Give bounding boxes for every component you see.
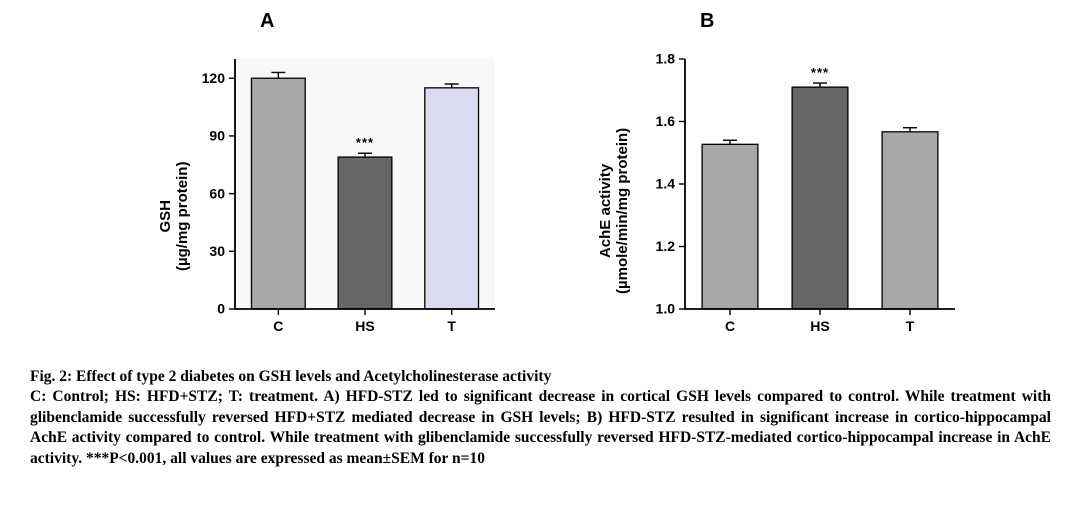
svg-text:1.2: 1.2 — [656, 238, 676, 254]
svg-text:***: *** — [356, 135, 374, 150]
chart-a: GSH (µg/mg protein) C *** HS T 0 30 60 90 120 — [140, 39, 520, 349]
svg-text:120: 120 — [202, 70, 226, 86]
figure-panels-row: A GSH (µg/mg protein) C***HST0306090120 … — [30, 10, 1051, 349]
caption-title: Fig. 2: Effect of type 2 diabetes on GSH… — [30, 367, 1051, 387]
chart-a-ytitle-line1: GSH — [157, 200, 174, 233]
svg-text:C: C — [273, 318, 283, 334]
panel-b-label: B — [700, 10, 980, 33]
chart-a-y-title: GSH (µg/mg protein) — [157, 162, 191, 271]
panel-b: B AchE activity (µmole/min/mg protein) C… — [580, 10, 980, 349]
svg-text:T: T — [906, 318, 915, 334]
panel-a: A GSH (µg/mg protein) C *** HS T 0 30 60 90 120 — [140, 10, 520, 349]
caption-body: C: Control; HS: HFD+STZ; T: treatment. A… — [30, 387, 1051, 469]
svg-text:30: 30 — [209, 243, 225, 259]
svg-text:HS: HS — [355, 318, 374, 334]
svg-text:90: 90 — [209, 128, 225, 144]
svg-text:T: T — [447, 318, 456, 334]
svg-text:1.0: 1.0 — [656, 301, 676, 317]
figure-caption: Fig. 2: Effect of type 2 diabetes on GSH… — [30, 367, 1051, 469]
svg-text:60: 60 — [209, 185, 225, 201]
svg-text:0: 0 — [217, 301, 225, 317]
chart-b-svg: C *** HS T 1.0 1.2 1.4 1.6 1.8 — [580, 39, 980, 349]
chart-a-svg: C *** HS T 0 30 60 90 120 — [140, 39, 520, 349]
chart-b-y-title: AchE activity (µmole/min/mg protein) — [597, 128, 631, 294]
svg-text:C: C — [725, 318, 735, 334]
chart-b: AchE activity (µmole/min/mg protein) C **… — [580, 39, 980, 349]
chart-b-ytitle-line1: AchE activity — [597, 164, 614, 258]
svg-text:HS: HS — [810, 318, 829, 334]
svg-text:***: *** — [811, 65, 829, 80]
svg-text:1.8: 1.8 — [656, 51, 676, 67]
chart-a-ytitle-line2: (µg/mg protein) — [174, 162, 191, 271]
chart-b-ytitle-line2: (µmole/min/mg protein) — [614, 128, 631, 294]
svg-text:1.6: 1.6 — [656, 113, 676, 129]
panel-a-label: A — [260, 10, 520, 33]
svg-text:1.4: 1.4 — [656, 176, 676, 192]
